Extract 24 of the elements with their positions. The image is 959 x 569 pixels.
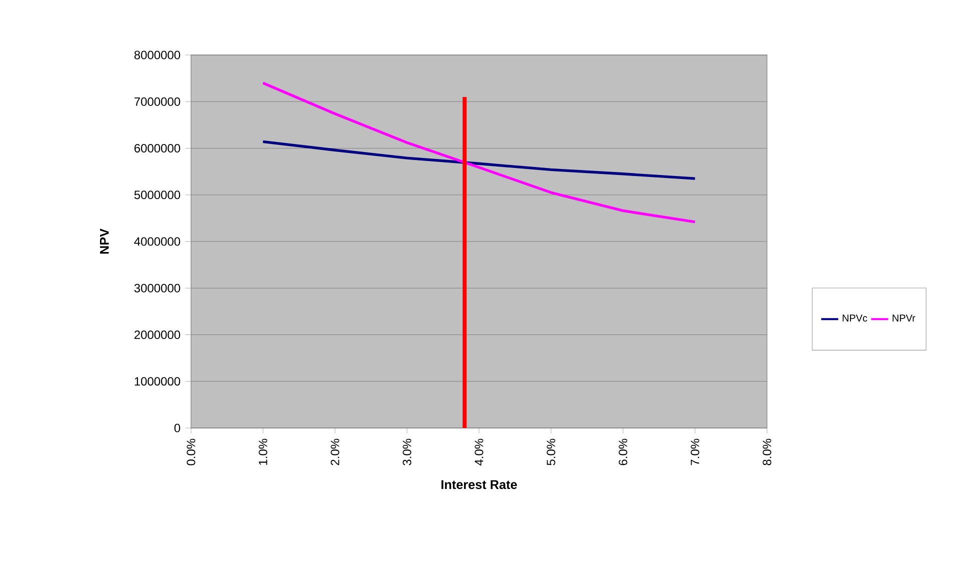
y-tick-label: 2000000 <box>134 330 180 340</box>
y-tick-label: 0 <box>174 424 180 432</box>
legend-label: NPVr <box>892 314 916 322</box>
x-tick-label: 4.0% <box>474 438 484 466</box>
line-series <box>262 82 696 224</box>
x-tick-label: 5.0% <box>546 438 556 466</box>
y-tick-label: 8000000 <box>134 50 180 60</box>
y-tick-label: 7000000 <box>134 97 180 106</box>
y-axis-title: NPV <box>100 228 109 254</box>
y-tick-label: 1000000 <box>134 377 180 386</box>
y-tick-label: 5000000 <box>134 190 180 200</box>
x-tick-label: 3.0% <box>402 438 412 466</box>
x-tick-label: 8.0% <box>762 438 772 466</box>
legend-label: NPVc <box>842 314 868 322</box>
x-tick-label: 7.0% <box>690 438 700 466</box>
x-axis-title: Interest Rate <box>441 480 517 490</box>
y-tick-label: 3000000 <box>134 284 180 292</box>
x-tick-label: 6.0% <box>618 438 628 466</box>
y-tick-label: 6000000 <box>134 144 180 153</box>
x-tick-label: 1.0% <box>258 438 268 465</box>
line-series <box>262 140 696 180</box>
x-tick-label: 0.0% <box>186 438 196 466</box>
y-tick-label: 4000000 <box>134 237 180 246</box>
x-tick-label: 2.0% <box>330 438 340 466</box>
